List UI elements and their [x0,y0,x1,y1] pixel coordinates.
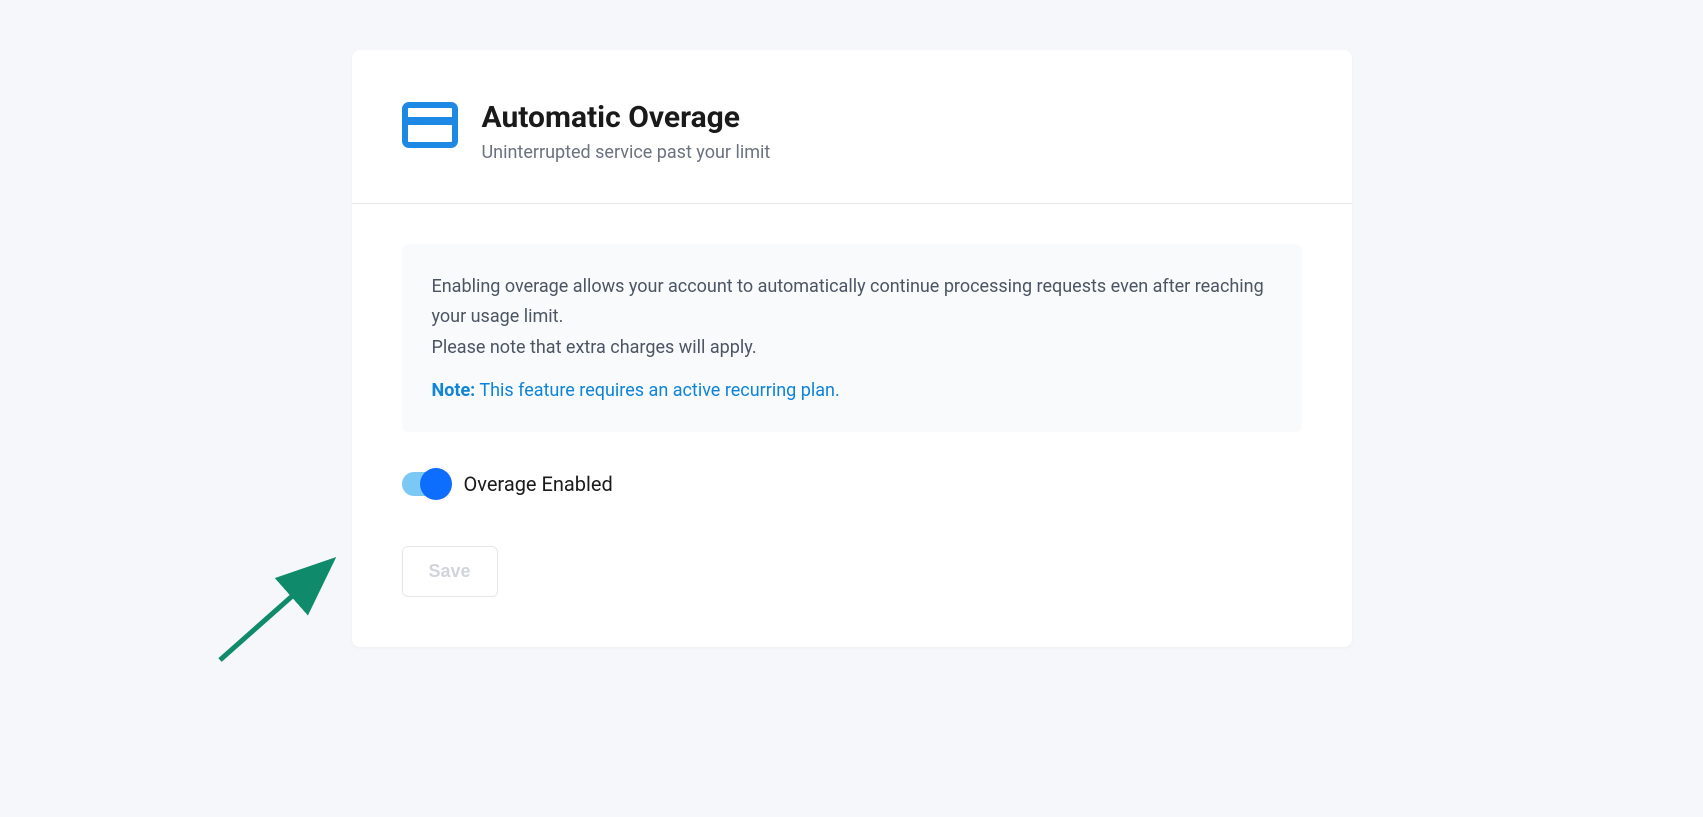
info-note-label: Note: [432,380,476,401]
page-subtitle: Uninterrupted service past your limit [482,142,771,163]
toggle-label: Overage Enabled [464,472,613,496]
page-title: Automatic Overage [482,100,771,136]
toggle-knob [420,468,452,500]
save-button[interactable]: Save [402,546,498,597]
title-block: Automatic Overage Uninterrupted service … [482,100,771,163]
info-text-2: Please note that extra charges will appl… [432,333,1272,363]
info-note-text: This feature requires an active recurrin… [475,380,839,401]
settings-card: Automatic Overage Uninterrupted service … [352,50,1352,647]
info-text-1: Enabling overage allows your account to … [432,272,1272,331]
info-note: Note: This feature requires an active re… [432,377,1272,404]
card-header: Automatic Overage Uninterrupted service … [352,100,1352,204]
credit-card-icon [402,102,458,148]
info-box: Enabling overage allows your account to … [402,244,1302,432]
card-body: Enabling overage allows your account to … [352,244,1352,597]
arrow-annotation [210,545,350,675]
overage-toggle[interactable] [402,472,448,496]
toggle-row: Overage Enabled [402,472,1302,496]
